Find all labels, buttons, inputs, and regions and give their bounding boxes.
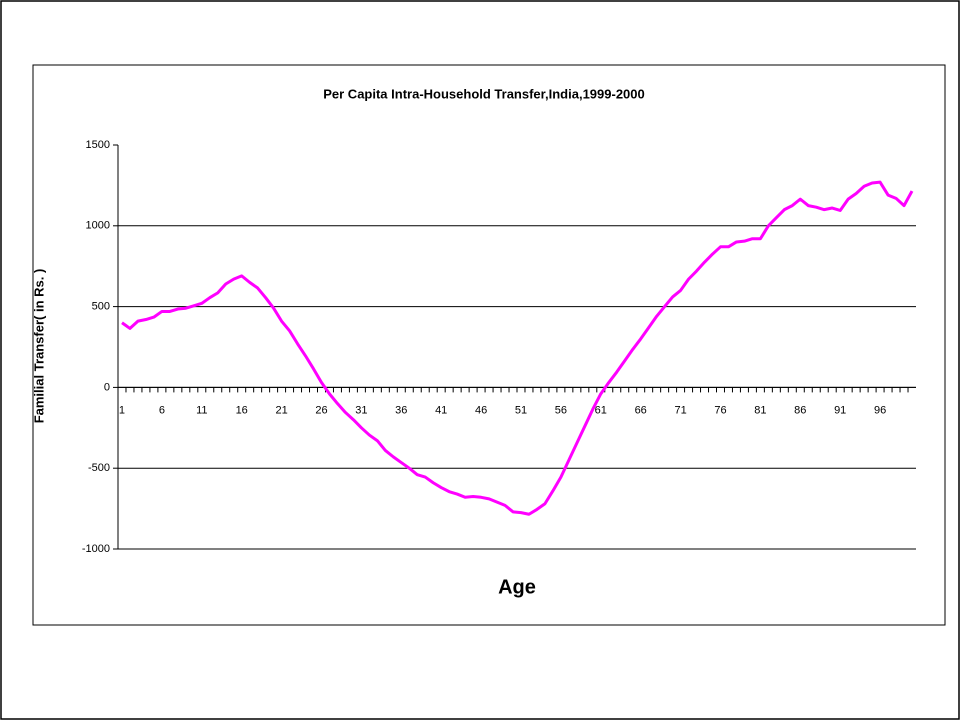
x-tick-label: 31	[355, 404, 367, 416]
y-tick-label: -1000	[82, 543, 110, 555]
x-tick-label: 11	[196, 404, 207, 416]
y-tick-label: -500	[88, 462, 110, 474]
y-tick-label: 1000	[86, 220, 110, 232]
x-tick-label: 46	[475, 404, 487, 416]
x-tick-label: 41	[435, 404, 447, 416]
x-tick-label: 61	[595, 404, 607, 416]
x-tick-label: 96	[874, 404, 886, 416]
x-tick-label: 21	[275, 404, 287, 416]
y-tick-label: 500	[92, 301, 110, 313]
x-tick-label: 16	[236, 404, 248, 416]
x-tick-label: 36	[395, 404, 407, 416]
chart-title: Per Capita Intra-Household Transfer,Indi…	[323, 86, 645, 101]
x-tick-label: 91	[834, 404, 846, 416]
x-tick-label: 76	[714, 404, 726, 416]
y-axis-label: Familial Transfer( in Rs. )	[31, 269, 46, 424]
x-tick-label: 1	[119, 404, 125, 416]
x-tick-label: 71	[674, 404, 686, 416]
chart-frame	[32, 64, 946, 626]
x-tick-label: 86	[794, 404, 806, 416]
y-tick-label: 1500	[86, 139, 110, 151]
line-series	[121, 180, 914, 516]
x-tick-label: 66	[635, 404, 647, 416]
x-tick-label: 6	[159, 404, 165, 416]
x-tick-label: 56	[555, 404, 567, 416]
x-tick-label: 81	[754, 404, 766, 416]
x-tick-label: 51	[515, 404, 527, 416]
x-tick-label: 26	[315, 404, 327, 416]
x-axis-label: Age	[498, 576, 536, 598]
y-tick-label: 0	[104, 381, 110, 393]
